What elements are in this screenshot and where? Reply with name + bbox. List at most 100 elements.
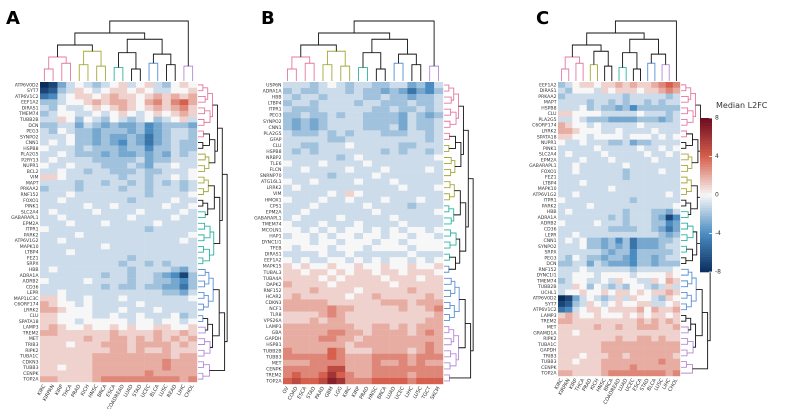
heatmap-cell — [593, 185, 602, 192]
heatmap-cell — [354, 365, 364, 373]
heatmap-cell — [558, 185, 566, 192]
heatmap-cell — [658, 301, 666, 308]
heatmap-cell — [629, 105, 638, 112]
heatmap-cell — [40, 116, 49, 123]
heatmap-cell — [118, 272, 128, 279]
heatmap-cell — [558, 197, 566, 204]
heatmap-cell — [579, 289, 587, 296]
heatmap-cell — [636, 364, 645, 371]
heatmap-cell — [74, 376, 84, 383]
heatmap-cell — [651, 87, 659, 94]
row-label: MET — [272, 360, 282, 366]
heatmap-cell — [425, 251, 435, 258]
heatmap-cell — [40, 278, 49, 285]
heatmap-cell — [622, 93, 630, 100]
heatmap-cell — [188, 237, 198, 244]
heatmap-cell — [644, 208, 652, 215]
row-label: VPS26A — [264, 318, 283, 324]
heatmap-cell — [608, 272, 616, 279]
heatmap-cell — [92, 330, 102, 337]
heatmap-cell — [579, 122, 587, 129]
heatmap-cell — [283, 196, 293, 203]
heatmap-cell — [118, 203, 128, 210]
dendrogram-link — [202, 202, 209, 216]
heatmap-cell — [170, 203, 180, 210]
heatmap-cell — [622, 156, 630, 163]
heatmap-cell — [636, 156, 645, 163]
heatmap-cell — [672, 260, 681, 267]
heatmap-cell — [300, 154, 310, 161]
heatmap-cell — [371, 353, 381, 361]
row-label: PEG3 — [544, 255, 556, 261]
dendrogram-link — [622, 52, 638, 69]
heatmap-cell — [601, 301, 609, 308]
heatmap-cell — [57, 87, 67, 94]
heatmap-cell — [601, 197, 609, 204]
heatmap-cell — [188, 139, 198, 146]
heatmap-cell — [586, 352, 595, 359]
heatmap-cell — [327, 124, 337, 131]
heatmap-cell — [327, 178, 337, 185]
heatmap-cell — [398, 239, 408, 246]
heatmap-cell — [565, 347, 573, 354]
heatmap-cell — [83, 99, 93, 106]
dendrogram-link — [468, 178, 474, 352]
heatmap-cell — [101, 122, 110, 129]
heatmap-cell — [622, 87, 630, 94]
heatmap-cell — [74, 208, 84, 215]
row-label: GABARAPL1 — [529, 163, 556, 169]
heatmap-cell — [127, 180, 137, 187]
heatmap-cell — [651, 283, 659, 290]
heatmap-cell — [572, 272, 580, 279]
heatmap-cell — [144, 139, 154, 146]
heatmap-cell — [179, 208, 189, 215]
heatmap-cell — [615, 105, 623, 112]
heatmap-cell — [57, 93, 67, 100]
heatmap-cell — [109, 324, 119, 331]
dendrogram-link — [690, 323, 697, 348]
heatmap-cell — [127, 191, 137, 198]
heatmap-cell — [416, 335, 426, 342]
heatmap-cell — [363, 287, 373, 294]
heatmap-cell — [672, 243, 681, 250]
heatmap-cell — [389, 275, 399, 282]
heatmap-cell — [188, 307, 198, 313]
heatmap-cell — [416, 196, 426, 203]
heatmap-cell — [665, 295, 674, 302]
heatmap-cell — [162, 364, 172, 371]
heatmap-cell — [425, 226, 435, 234]
heatmap-cell — [579, 237, 587, 244]
heatmap-cell — [593, 260, 602, 267]
heatmap-cell — [336, 299, 346, 306]
dendrogram-link — [202, 87, 209, 100]
heatmap-cell — [601, 162, 609, 169]
dendrogram-link — [444, 120, 451, 128]
heatmap-cell — [162, 191, 172, 198]
heatmap-cell — [74, 370, 84, 377]
heatmap-cell — [327, 82, 337, 89]
heatmap-cell — [101, 174, 110, 181]
heatmap-cell — [118, 197, 128, 204]
heatmap-cell — [127, 347, 137, 354]
heatmap-cell — [644, 283, 652, 290]
heatmap-cell — [48, 174, 58, 181]
column-label: KIRP — [568, 378, 579, 391]
heatmap-cell — [558, 347, 566, 354]
heatmap-cell — [83, 93, 93, 100]
heatmap-cell — [615, 162, 623, 169]
dendrogram-link — [444, 96, 452, 104]
heatmap-cell — [291, 166, 301, 173]
heatmap-cell — [300, 142, 310, 149]
heatmap-cell — [162, 220, 172, 227]
heatmap-cell — [608, 128, 616, 135]
heatmap-cell — [434, 142, 444, 149]
heatmap-cell — [672, 329, 681, 336]
heatmap-cell — [416, 118, 426, 125]
heatmap-cell — [127, 232, 137, 238]
heatmap-cell — [118, 128, 128, 135]
heatmap-cell — [425, 317, 435, 324]
heatmap-cell — [601, 87, 609, 94]
heatmap-cell — [309, 347, 319, 354]
heatmap-cell — [644, 133, 652, 140]
dendrogram-link — [692, 231, 698, 256]
